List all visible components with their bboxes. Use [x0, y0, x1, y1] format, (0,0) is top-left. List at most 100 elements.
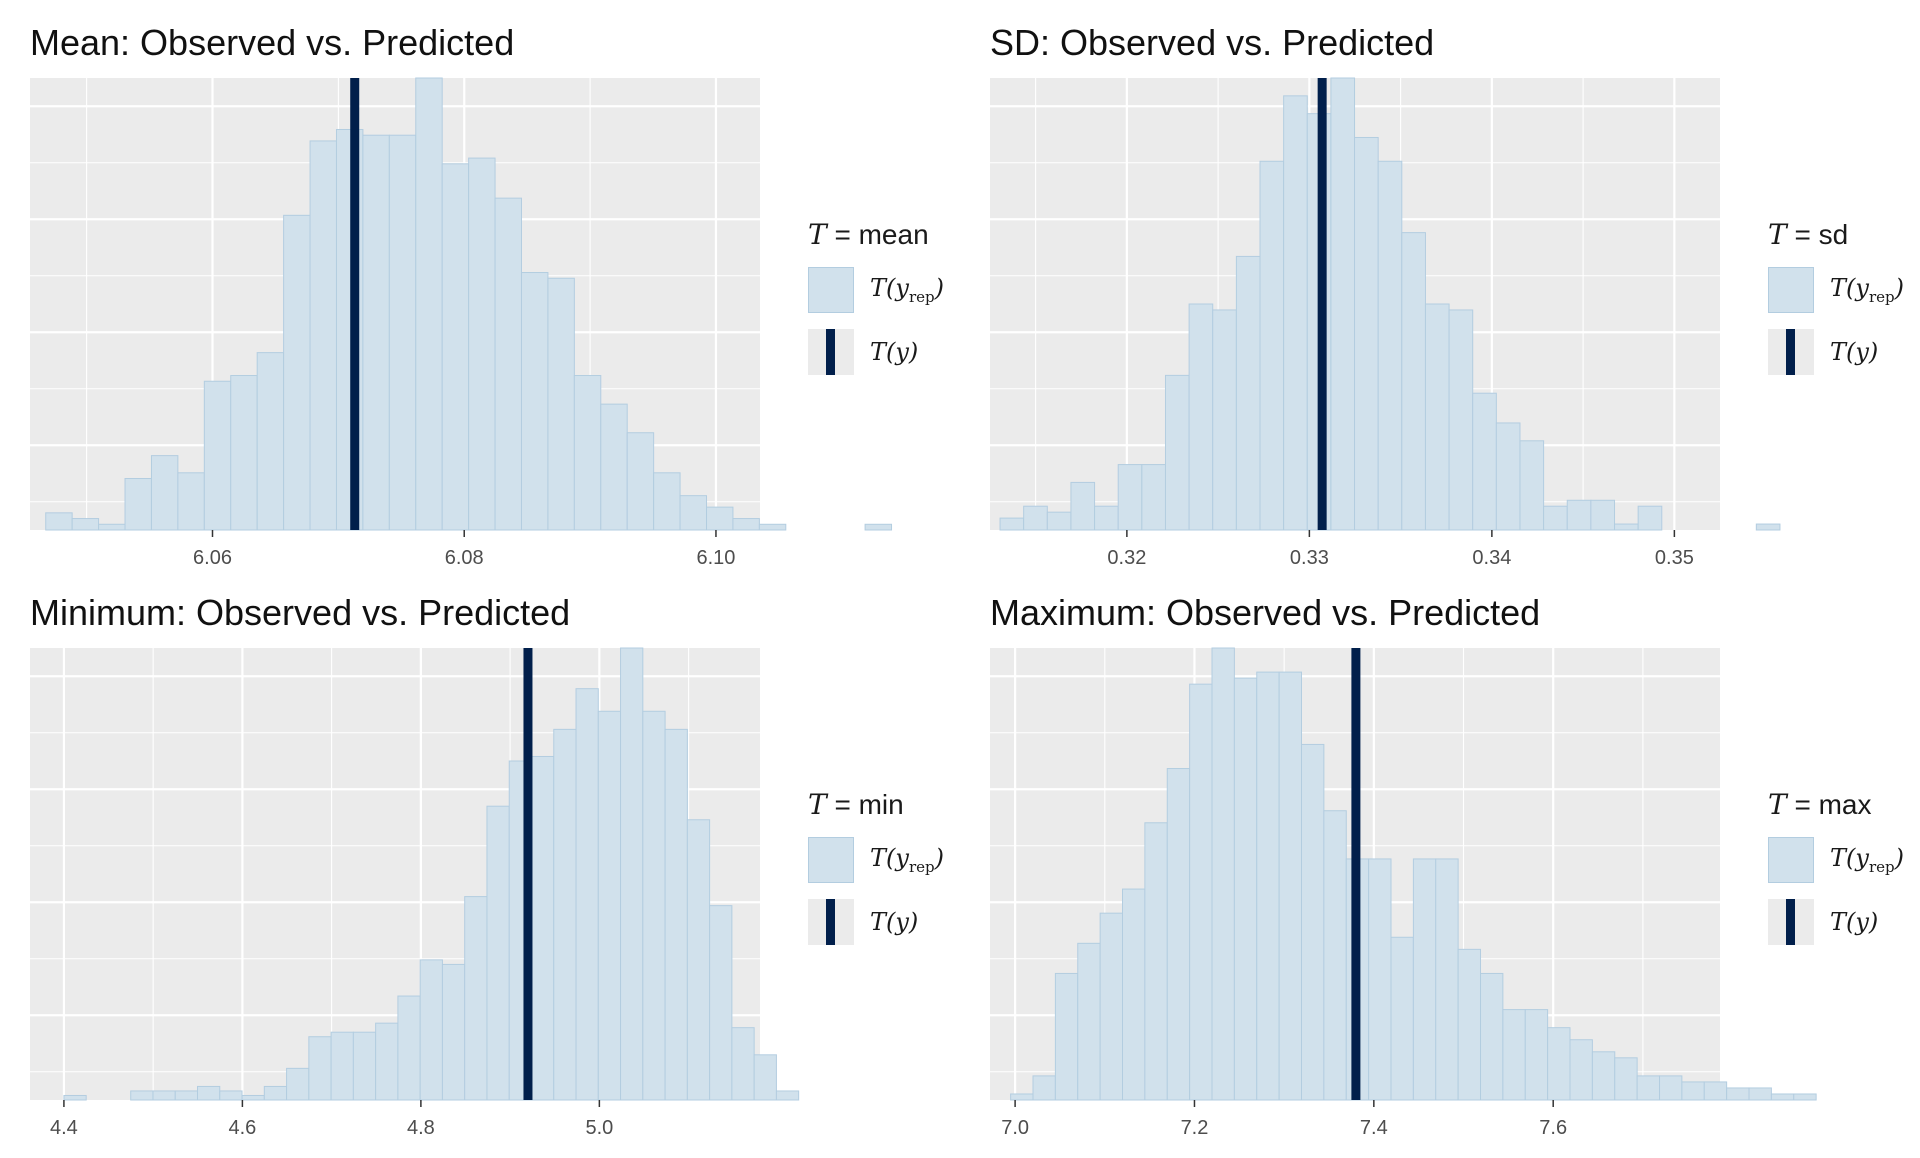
histogram-bar	[1793, 1093, 1817, 1101]
legend-key-rep	[808, 837, 854, 883]
histogram-bar	[1259, 160, 1285, 531]
legend-row-rep: T(yrep)	[808, 837, 944, 883]
histogram-bar	[286, 1067, 310, 1101]
histogram-bar	[197, 1085, 221, 1101]
histogram-bar	[124, 478, 152, 531]
histogram-bar	[1283, 95, 1308, 531]
histogram-bar	[1412, 858, 1437, 1101]
histogram-bar	[330, 1031, 354, 1101]
histogram-bar	[731, 1027, 755, 1101]
x-tick-label: 0.32	[1107, 547, 1146, 569]
histogram-bar	[1070, 481, 1096, 531]
histogram-bar	[1256, 671, 1280, 1101]
histogram-bar	[419, 959, 443, 1101]
histogram-bar	[1094, 505, 1119, 531]
histogram-bar	[547, 277, 575, 531]
histogram-bar	[256, 352, 285, 531]
histogram-mean: 6.06 6.08 6.10	[30, 77, 893, 569]
histogram-bar	[1368, 858, 1392, 1101]
x-tick-label: 0.35	[1655, 547, 1694, 569]
legend-key-obs	[1768, 329, 1814, 375]
histogram-bar	[1543, 505, 1568, 531]
histogram-bar	[415, 77, 443, 531]
histogram-bar	[1054, 972, 1079, 1101]
histogram-bar	[679, 495, 708, 531]
histogram-bar	[1748, 1087, 1772, 1101]
legend-label-rep: T(yrep)	[1830, 844, 1904, 876]
histogram-bar	[706, 506, 734, 531]
legend-label-obs: T(y)	[1830, 908, 1879, 936]
x-tick-label: 0.34	[1472, 547, 1511, 569]
histogram-bar	[1637, 505, 1663, 531]
panel-title-sd: SD: Observed vs. Predicted	[990, 22, 1435, 63]
histogram-bar	[1278, 671, 1303, 1101]
x-tick-label: 4.8	[407, 1117, 435, 1139]
histogram-bar	[1614, 523, 1639, 531]
histogram-bar	[219, 1090, 243, 1101]
histogram-bar	[653, 472, 681, 531]
histogram-bar	[230, 375, 258, 531]
histogram-bar	[1726, 1087, 1750, 1101]
histogram-bar	[486, 805, 510, 1101]
legend-title-min: T = min	[808, 788, 904, 821]
histogram-bar	[1122, 888, 1146, 1101]
histogram-bar	[1166, 768, 1191, 1101]
legend-key-rep	[1768, 837, 1814, 883]
legend-mean: T = mean T(yrep) T(y)	[808, 218, 944, 375]
histogram-bar	[397, 995, 421, 1101]
histogram-bar	[1377, 160, 1403, 531]
histogram-bar	[1569, 1039, 1593, 1101]
histogram-bar	[642, 710, 666, 1101]
histogram-bar	[1323, 810, 1347, 1101]
histogram-min: 4.4 4.6 4.8 5.0	[30, 647, 800, 1139]
histogram-bar	[597, 710, 622, 1101]
legend-row-obs: T(y)	[1768, 329, 1904, 375]
histogram-max: 7.0 7.2 7.4 7.6	[990, 647, 1817, 1139]
histogram-bar	[864, 523, 893, 531]
panel-title-min: Minimum: Observed vs. Predicted	[30, 592, 571, 633]
histogram-bar	[520, 272, 549, 531]
histogram-bar	[1211, 647, 1235, 1101]
histogram-bar	[600, 403, 628, 531]
histogram-bar	[494, 197, 522, 531]
histogram-bar	[1010, 1093, 1034, 1101]
x-tick-label: 7.4	[1360, 1117, 1388, 1139]
legend-row-obs: T(y)	[1768, 899, 1904, 945]
x-tick-label: 4.6	[228, 1117, 256, 1139]
histogram-bar	[263, 1085, 288, 1101]
histogram-bar	[1117, 464, 1143, 531]
legend-sd: T = sd T(yrep) T(y)	[1768, 218, 1904, 375]
legend-max: T = max T(yrep) T(y)	[1768, 788, 1904, 945]
legend-key-rep	[1768, 267, 1814, 313]
histogram-bar	[388, 134, 417, 531]
histogram-bar	[1502, 1009, 1526, 1101]
histogram-bar	[753, 1054, 777, 1101]
legend-label-rep: T(yrep)	[870, 274, 944, 306]
histogram-bar	[1681, 1081, 1705, 1101]
histogram-bar	[775, 1090, 800, 1101]
histogram-sd: 0.32 0.33 0.34 0.35	[990, 77, 1781, 569]
histogram-bar	[1424, 303, 1450, 531]
histogram-bar	[1188, 303, 1214, 531]
histogram-bar	[71, 518, 100, 531]
x-tick-label: 4.4	[50, 1117, 78, 1139]
legend-label-rep: T(yrep)	[870, 844, 944, 876]
histogram-bar	[1212, 309, 1237, 531]
histogram-bar	[1590, 499, 1616, 531]
histogram-bar	[999, 517, 1025, 531]
x-tick-label: 7.0	[1001, 1117, 1029, 1139]
histogram-bar	[1457, 948, 1482, 1101]
histogram-bar	[709, 905, 733, 1101]
histogram-bar	[63, 1094, 87, 1101]
histogram-bar	[620, 647, 644, 1101]
legend-key-obs	[808, 899, 854, 945]
histogram-bar	[1354, 136, 1379, 531]
histogram-bar	[468, 157, 496, 531]
x-tick-label: 0.33	[1290, 547, 1329, 569]
histogram-bar	[1636, 1075, 1661, 1101]
histogram-bar	[732, 518, 760, 531]
histogram-bar	[1164, 374, 1190, 531]
histogram-bar	[375, 1022, 399, 1101]
histogram-bar	[1141, 464, 1166, 531]
x-tick-label: 5.0	[585, 1117, 613, 1139]
